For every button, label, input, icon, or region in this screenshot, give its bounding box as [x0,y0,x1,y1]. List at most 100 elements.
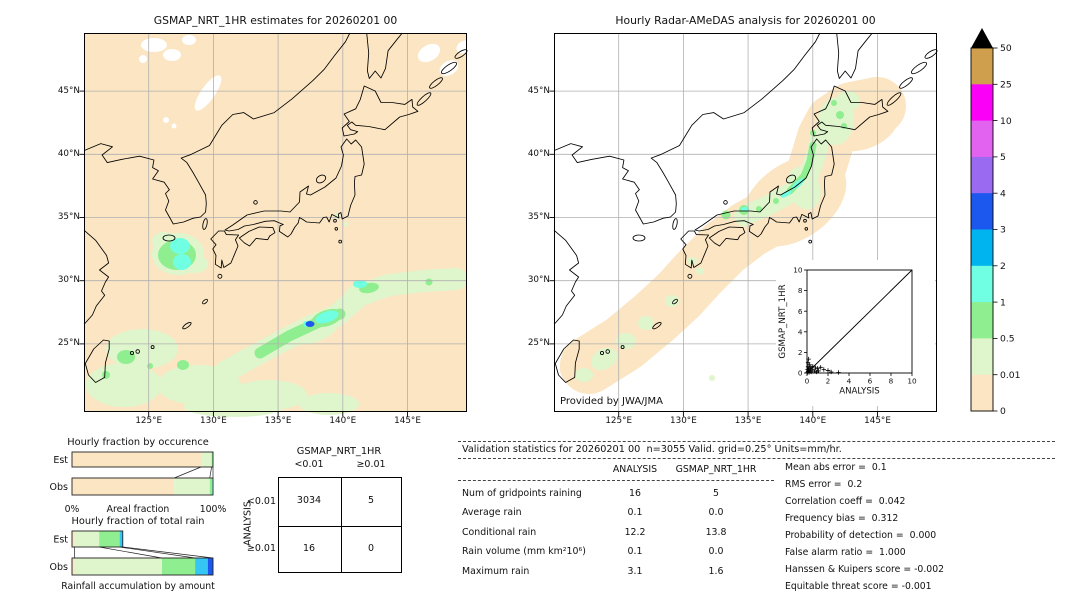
divider [458,441,1055,442]
stats-gsmap-value: 5 [713,488,719,499]
svg-text:8: 8 [798,286,803,295]
stats-analysis-value: 0.1 [627,546,643,558]
left-map-lon-tick: 125°E [135,416,163,426]
left-map-lon-tick: 130°E [200,416,227,426]
score-line: Mean abs error = 0.1 [785,462,887,473]
divider [458,458,1055,459]
svg-text:1: 1 [1000,297,1006,308]
svg-text:6: 6 [868,377,873,386]
left-map-lon-tick: 145°E [394,416,421,426]
contingency-cell: 3034 [296,495,322,506]
left-map-lon-tick: 140°E [329,416,357,426]
svg-text:2: 2 [826,377,831,386]
svg-text:8: 8 [889,377,894,386]
stats-col-header: ANALYSIS [612,464,658,475]
stats-row-label: Num of gridpoints raining [462,488,582,499]
svg-text:50: 50 [1000,43,1012,54]
fraction-bar-charts: Hourly fraction by occurence Est Obs 0% Area… [50,437,227,592]
left-map-lon-tick: 135°E [264,416,292,426]
svg-text:5: 5 [1000,152,1006,163]
right-map-lat-tick: 25°N [527,338,550,349]
right-map-lon-tick: 130°E [670,416,697,426]
left-map-lat-tick: 45°N [57,85,80,96]
svg-text:Est: Est [53,534,68,545]
contingency-cell: 0 [367,543,375,554]
svg-text:100%: 100% [200,504,227,515]
radar-analysis-map: 00 2 2 4 4 6 6 8 8 10 10 ANALYSIS GSMAP_NRT_1HR [549,32,939,417]
left-map-lat-tick: 30°N [57,275,80,286]
stats-analysis-value: 12.2 [624,526,646,538]
stats-gsmap-value: 0.0 [708,546,724,558]
stats-col-header: GSMAP_NRT_1HR [675,464,757,475]
svg-text:0%: 0% [65,504,80,515]
svg-text:4: 4 [847,377,852,386]
score-line: Hanssen & Kuipers score = -0.002 [785,563,945,575]
right-map-title: Hourly Radar-AMeDAS analysis for 2026020… [615,14,876,27]
contingency-col-label: <0.01 [294,459,324,470]
svg-text:0.01: 0.01 [1000,370,1020,381]
score-line: False alarm ratio = 1.000 [785,546,906,558]
svg-text:3: 3 [1000,225,1006,236]
right-map-lon-tick: 125°E [605,416,633,426]
right-map-lat-tick: 40°N [527,148,550,159]
svg-text:Obs: Obs [50,482,69,493]
stats-gsmap-value: 1.6 [708,565,724,577]
skill-scores: Mean abs error = 0.1 RMS error = 0.2 Corre… [785,461,1075,601]
svg-text:Hourly fraction of total rain: Hourly fraction of total rain [71,516,204,527]
svg-text:10: 10 [1000,116,1012,127]
gsmap-estimate-map [79,32,472,417]
score-line: Equitable threat score = -0.001 [785,580,932,592]
right-map-lon-tick: 140°E [799,416,827,426]
svg-text:6: 6 [798,307,803,316]
scatter-inset: 00 2 2 4 4 6 6 8 8 10 10 ANALYSIS GSMAP_NRT_1HR [776,260,935,406]
map-border [84,33,467,412]
svg-text:0: 0 [798,369,803,378]
right-map-lon-tick: 135°E [734,416,762,426]
stats-analysis-value: 16 [629,488,641,499]
contingency-col-label: ≥0.01 [356,459,386,470]
rain-heavy [170,238,367,327]
map-border [554,33,937,412]
score-line: RMS error = 0.2 [785,478,863,490]
stats-row-label: Rain volume (mm km²10⁶) [462,546,586,558]
overflow-arrow [971,28,993,48]
svg-text:Obs: Obs [50,562,69,573]
no-data-patches [139,35,472,129]
contingency-cell: 16 [302,543,316,554]
left-map-title: GSMAP_NRT_1HR estimates for 20260201 00 [153,14,398,27]
svg-text:ANALYSIS: ANALYSIS [839,387,880,397]
contingency-grid [278,477,402,573]
rain-intense [305,321,315,327]
svg-text:Est: Est [53,455,68,466]
stats-gsmap-value: 0.0 [708,507,724,519]
right-map-lat-tick: 45°N [527,85,550,96]
svg-text:0: 0 [1000,406,1006,417]
svg-text:2: 2 [1000,261,1006,272]
left-map-lat-tick: 35°N [57,212,80,222]
contingency-row-label: <0.01 [246,496,276,507]
data-credit: Provided by JWA/JMA [560,396,663,407]
score-line: Frequency bias = 0.312 [785,512,899,524]
stats-analysis-value: 3.1 [627,565,643,577]
svg-text:0: 0 [805,377,810,386]
score-line: Probability of detection = 0.000 [785,529,937,541]
contingency-row-header: ANALYSIS [242,501,254,546]
stats-gsmap-value: 13.8 [705,526,727,538]
divider [458,480,774,481]
svg-text:10: 10 [793,266,803,275]
right-map-lon-tick: 145°E [864,416,891,426]
svg-text:Rainfall accumulation by amoun: Rainfall accumulation by amount [61,581,215,592]
svg-text:GSMAP_NRT_1HR: GSMAP_NRT_1HR [778,284,788,358]
svg-text:0.5: 0.5 [1000,334,1015,345]
svg-text:25: 25 [1000,80,1012,91]
right-map-lat-tick: 35°N [527,212,550,222]
validation-header: Validation statistics for 20260201 00 n=… [462,444,842,455]
svg-text:10: 10 [907,377,917,386]
contingency-col-header: GSMAP_NRT_1HR [296,446,382,457]
right-map-lat-tick: 30°N [527,275,550,286]
stats-row-label: Maximum rain [462,565,530,577]
svg-text:Hourly fraction by occurence: Hourly fraction by occurence [67,437,209,448]
rain-rate-colorbar: 50 25 10 5 4 3 2 1 0.5 0.01 0 [964,26,1080,418]
left-map-lat-tick: 40°N [57,148,80,159]
